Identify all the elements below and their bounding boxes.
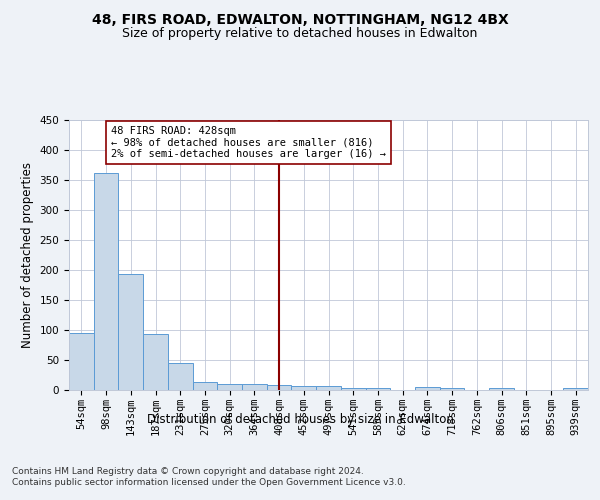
Bar — [292, 386, 316, 390]
Bar — [193, 382, 217, 390]
Text: Distribution of detached houses by size in Edwalton: Distribution of detached houses by size … — [146, 412, 454, 426]
Text: 48, FIRS ROAD, EDWALTON, NOTTINGHAM, NG12 4BX: 48, FIRS ROAD, EDWALTON, NOTTINGHAM, NG1… — [92, 12, 508, 26]
Bar — [440, 388, 464, 390]
Bar — [168, 363, 193, 390]
Bar — [118, 274, 143, 390]
Bar — [316, 386, 341, 390]
Bar — [143, 334, 168, 390]
Bar — [415, 387, 440, 390]
Bar — [563, 388, 588, 390]
Text: Size of property relative to detached houses in Edwalton: Size of property relative to detached ho… — [122, 28, 478, 40]
Text: 48 FIRS ROAD: 428sqm
← 98% of detached houses are smaller (816)
2% of semi-detac: 48 FIRS ROAD: 428sqm ← 98% of detached h… — [111, 126, 386, 159]
Text: Contains HM Land Registry data © Crown copyright and database right 2024.
Contai: Contains HM Land Registry data © Crown c… — [12, 468, 406, 487]
Bar — [69, 333, 94, 390]
Bar — [217, 384, 242, 390]
Y-axis label: Number of detached properties: Number of detached properties — [21, 162, 34, 348]
Bar — [365, 388, 390, 390]
Bar — [94, 173, 118, 390]
Bar — [341, 388, 365, 390]
Bar — [267, 384, 292, 390]
Bar — [489, 388, 514, 390]
Bar — [242, 384, 267, 390]
